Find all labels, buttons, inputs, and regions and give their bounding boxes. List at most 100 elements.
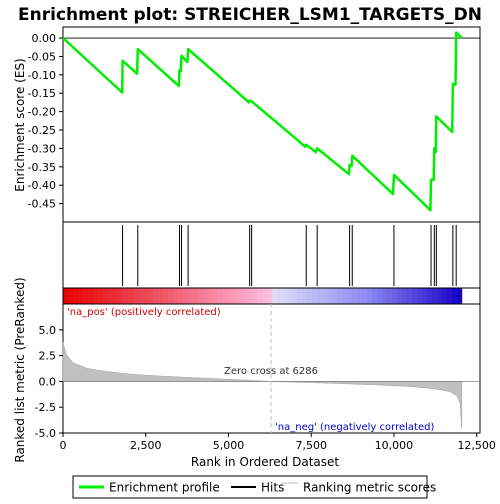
metric-ytick-label: -2.5: [35, 401, 56, 414]
color-bar-segment: [287, 288, 293, 304]
color-bar-segment: [426, 288, 433, 304]
color-bar-segment: [421, 288, 428, 304]
metric-ytick-label: 2.5: [39, 350, 57, 363]
color-bar-segment: [411, 288, 418, 304]
color-bar-segment: [382, 288, 388, 304]
color-bar-segment: [152, 288, 159, 304]
color-bar-segment: [142, 288, 149, 304]
es-ytick-label: -0.15: [28, 87, 56, 100]
rank-xtick-label: 0: [60, 439, 67, 452]
legend-label-hits: Hits: [261, 481, 284, 495]
metric-axis-label: Ranked list metric (PreRanked): [13, 277, 27, 462]
rank-xtick-label: 2,500: [130, 439, 162, 452]
color-bar-segment: [157, 288, 164, 304]
color-bar-segment: [102, 288, 109, 304]
rank-xtick-label: 7,500: [295, 439, 327, 452]
color-bar-segment: [192, 288, 198, 304]
es-ytick-label: -0.10: [28, 69, 56, 82]
hits-panel-frame: [62, 221, 481, 289]
rank-axis-ticks: 0 2,500 5,000 7,500 10,000 12,500: [60, 433, 496, 452]
color-bar-segment: [232, 288, 238, 304]
color-bar-segment: [297, 288, 303, 304]
zero-cross-annotation: Zero cross at 6286: [224, 366, 318, 377]
color-bar-segment: [122, 288, 129, 304]
es-ytick-label: -0.25: [28, 124, 56, 137]
rank-axis-label: Rank in Ordered Dataset: [191, 455, 339, 469]
color-bar-segment: [367, 288, 373, 304]
color-bar-segment: [302, 288, 308, 304]
hits-panel: [62, 221, 481, 305]
color-bar-segment: [377, 288, 383, 304]
legend-label-profile: Enrichment profile: [109, 481, 220, 495]
color-bar-segment: [307, 288, 313, 304]
color-bar-segment: [347, 288, 353, 304]
es-axis-label: Enrichment score (ES): [13, 58, 27, 191]
na-pos-annotation: 'na_pos' (positively correlated): [67, 307, 221, 318]
color-bar-segment: [396, 288, 403, 304]
color-bar-segment: [451, 288, 458, 304]
metric-ytick-label: -5.0: [35, 427, 56, 440]
color-bar-segment: [352, 288, 358, 304]
metric-ytick-label: 5.0: [39, 324, 57, 337]
ranking-metric-area: [62, 342, 463, 429]
color-bar-segment: [322, 288, 328, 304]
color-bar-segment: [282, 288, 288, 304]
color-bar-segment: [342, 288, 348, 304]
rank-xtick-label: 5,000: [213, 439, 245, 452]
es-ytick-label: -0.05: [28, 50, 56, 63]
legend: Enrichment profile Hits Ranking metric s…: [72, 475, 436, 499]
color-bar-segment: [167, 288, 174, 304]
color-bar-segment: [332, 288, 338, 304]
na-neg-annotation: 'na_neg' (negatively correlated): [275, 422, 434, 433]
color-bar-segment: [202, 288, 208, 304]
color-bar-segment: [77, 288, 84, 304]
color-bar-segment: [222, 288, 228, 304]
color-bar-segment: [92, 288, 99, 304]
color-bar-segment: [372, 288, 378, 304]
es-ytick-label: -0.35: [28, 161, 56, 174]
color-bar-segment: [262, 288, 268, 304]
es-panel-frame: [62, 26, 481, 223]
color-bar-segment: [207, 288, 213, 304]
color-bar-segment: [277, 288, 283, 304]
color-bar-segment: [82, 288, 89, 304]
enrichment-profile-line: [62, 31, 463, 212]
es-ytick-label: -0.45: [28, 198, 56, 211]
color-bar-segment: [272, 288, 278, 304]
color-bar-segment: [63, 288, 69, 304]
color-bar-segment: [401, 288, 408, 304]
color-bar-segment: [137, 288, 144, 304]
es-panel: 0.00 -0.05 -0.10 -0.15 -0.20 -0.25 -0.30 -0.35 -…: [28, 26, 481, 223]
color-bar-segment: [387, 288, 393, 304]
chart-title: Enrichment plot: STREICHER_LSM1_TARGETS_…: [18, 5, 482, 25]
color-bar-segment: [107, 288, 114, 304]
color-bar-segment: [416, 288, 423, 304]
es-ytick-label: -0.30: [28, 142, 56, 155]
color-bar-segment: [317, 288, 323, 304]
color-bar-segment: [197, 288, 203, 304]
color-bar-segment: [72, 288, 79, 304]
color-bar-segment: [182, 288, 189, 304]
metric-ytick-label: 0.0: [39, 375, 57, 388]
color-bar-segment: [337, 288, 343, 304]
color-bar-segment: [252, 288, 258, 304]
color-bar-segment: [441, 288, 448, 304]
color-bar-segment: [237, 288, 243, 304]
color-bar-segment: [406, 288, 413, 304]
color-bar-segment: [147, 288, 154, 304]
color-bar-segment: [362, 288, 368, 304]
rank-xtick-label: 10,000: [375, 439, 414, 452]
color-bar-segment: [436, 288, 443, 304]
ranking-color-bar: [63, 288, 463, 304]
es-ytick-label: 0.00: [32, 32, 57, 45]
color-bar-segment: [217, 288, 223, 304]
color-bar-segment: [177, 288, 184, 304]
color-bar-segment: [392, 288, 398, 304]
color-bar-segment: [162, 288, 169, 304]
color-bar-segment: [257, 288, 263, 304]
color-bar-segment: [227, 288, 233, 304]
color-bar-segment: [187, 288, 193, 304]
color-bar-segment: [112, 288, 119, 304]
